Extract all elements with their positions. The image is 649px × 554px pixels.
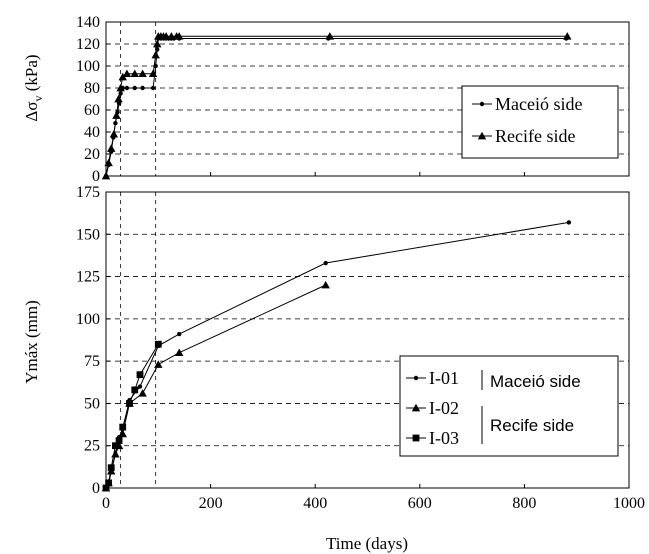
series-recife-side xyxy=(101,32,572,180)
top-y-tick-labels: 0 20 40 60 80 100 120 140 xyxy=(76,14,110,185)
y-tick-label: 50 xyxy=(84,395,100,412)
bottom-legend-entries: I-01 I-02 I-03 xyxy=(406,368,459,448)
data-point xyxy=(124,85,130,91)
y-tick-label: 100 xyxy=(76,311,100,328)
data-point xyxy=(111,449,120,458)
data-point xyxy=(150,85,156,91)
top-series-layer xyxy=(101,32,572,180)
data-point xyxy=(138,389,147,397)
x-tick-label: 1000 xyxy=(613,495,645,512)
bottom-legend-box xyxy=(399,355,619,457)
data-point xyxy=(323,260,328,266)
data-point xyxy=(116,83,125,92)
data-point xyxy=(130,69,139,78)
data-point xyxy=(175,32,184,40)
data-point xyxy=(151,50,160,59)
x-tick-label: 800 xyxy=(512,495,536,512)
data-point xyxy=(107,144,116,152)
bottom-legend: I-01 I-02 I-03 Maceió side Recife side xyxy=(399,355,619,457)
series-line xyxy=(105,343,159,489)
legend-label: Recife side xyxy=(495,126,575,146)
y-tick-label: 60 xyxy=(84,102,100,119)
data-point xyxy=(563,32,572,40)
series-i-03 xyxy=(102,340,162,492)
y-tick-label: 25 xyxy=(84,438,100,455)
y-tick-label: 75 xyxy=(84,353,100,370)
x-tick-label: 400 xyxy=(303,495,327,512)
top-y-axis-label: Δσv (kPa) xyxy=(22,54,45,121)
data-point xyxy=(325,32,335,40)
legend-label: I-01 xyxy=(429,368,459,388)
y-tick-label: 20 xyxy=(84,146,100,163)
data-point xyxy=(112,442,119,450)
legend-label: I-02 xyxy=(429,398,459,418)
data-point xyxy=(140,85,145,91)
data-point xyxy=(105,479,113,487)
data-point xyxy=(137,384,143,389)
data-point xyxy=(154,340,162,348)
data-point xyxy=(118,72,127,81)
data-point xyxy=(153,39,162,48)
y-tick-label: 140 xyxy=(76,14,100,31)
y-tick-label: 100 xyxy=(76,58,100,75)
data-point xyxy=(104,158,113,167)
legend-marker xyxy=(479,101,485,107)
x-tick-label: 600 xyxy=(408,495,432,512)
data-point xyxy=(154,360,163,368)
top-legend: Maceió side Recife side xyxy=(461,85,619,159)
bottom-reference-lines xyxy=(120,192,157,488)
legend-label: I-03 xyxy=(429,428,459,448)
y-tick-label: 175 xyxy=(76,184,100,201)
top-panel: 0 20 40 60 80 100 120 140 Δσv (kPa) Maceió side… xyxy=(22,14,630,185)
x-tick-label: 200 xyxy=(199,495,223,512)
bottom-panel: 0 25 50 75 100 125 150 175 0 200 400 600 800 1000 Ym… xyxy=(22,184,645,553)
top-x-tick-marks xyxy=(105,172,630,176)
data-point xyxy=(321,280,330,289)
legend-group-recife: Recife side xyxy=(490,416,574,435)
legend-marker xyxy=(413,375,419,381)
y-tick-label: 0 xyxy=(92,480,100,497)
data-point xyxy=(148,69,158,78)
legend-group-maceio: Maceió side xyxy=(490,372,581,391)
legend-marker xyxy=(412,434,420,442)
top-plot-frame xyxy=(105,21,630,177)
data-point xyxy=(115,437,123,445)
y-tick-label: 80 xyxy=(84,80,100,97)
data-point xyxy=(177,331,182,337)
top-legend-entries: Maceió side Recife side xyxy=(472,94,582,146)
data-point xyxy=(119,423,127,431)
bottom-x-axis-label: Time (days) xyxy=(326,534,408,553)
data-point xyxy=(131,386,139,394)
top-legend-box xyxy=(461,85,619,159)
data-point xyxy=(107,464,115,472)
bottom-x-tick-labels: 0 200 400 600 800 1000 xyxy=(102,484,645,512)
data-point xyxy=(132,85,137,91)
bottom-y-axis-label: Ymáx (mm) xyxy=(22,300,41,384)
bottom-plot-frame xyxy=(105,191,630,489)
y-tick-label: 150 xyxy=(76,226,100,243)
y-tick-label: 125 xyxy=(76,269,100,286)
y-tick-label: 40 xyxy=(84,124,100,141)
y-tick-label: 120 xyxy=(76,36,100,53)
bottom-series-layer xyxy=(101,220,572,492)
data-point xyxy=(175,348,184,357)
legend-marker xyxy=(477,131,487,140)
data-point xyxy=(122,69,132,78)
bottom-y-tick-labels: 0 25 50 75 100 125 150 175 xyxy=(76,184,110,497)
data-point xyxy=(138,69,147,78)
legend-marker xyxy=(411,403,421,412)
top-reference-lines xyxy=(120,22,157,176)
data-point xyxy=(126,400,133,407)
data-point xyxy=(112,111,121,119)
data-point xyxy=(109,130,119,138)
legend-label: Maceió side xyxy=(495,94,582,114)
data-point xyxy=(566,220,572,225)
data-point xyxy=(114,94,123,103)
x-tick-label: 0 xyxy=(102,495,110,512)
y-tick-label: 0 xyxy=(92,168,100,185)
data-point xyxy=(136,371,144,379)
